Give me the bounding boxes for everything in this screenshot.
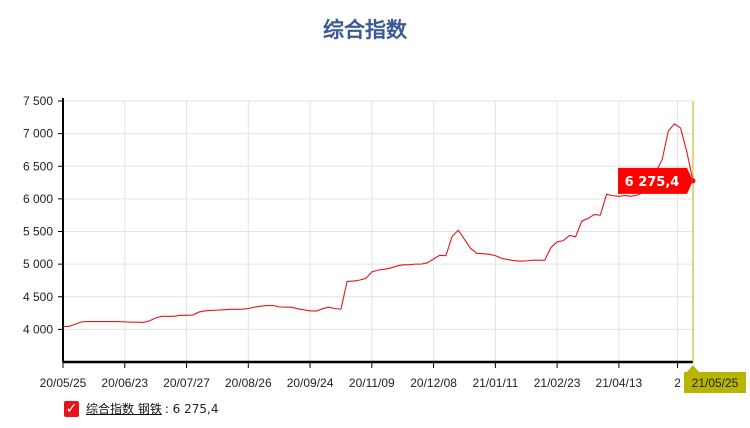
x-tick-label: 21/01/11 xyxy=(472,376,518,390)
y-tick-label: 4 500 xyxy=(23,290,53,304)
x-cursor-label: 21/05/25 xyxy=(692,376,739,390)
legend-checkbox-checked-icon[interactable]: ✓ xyxy=(64,400,79,417)
x-cursor-pointer xyxy=(687,365,699,372)
legend-value: : 6 275,4 xyxy=(164,401,219,416)
data-point-marker xyxy=(690,178,696,184)
x-tick-label: 20/09/24 xyxy=(287,376,334,390)
x-cursor-label-bg xyxy=(684,372,746,393)
y-tick-label: 7 000 xyxy=(23,127,53,141)
legend-series-link[interactable]: 综合指数 钢铁 xyxy=(86,402,162,416)
x-tick-label: 21/04/13 xyxy=(596,376,643,390)
x-tick-label: 20/06/23 xyxy=(101,376,148,390)
series-line xyxy=(63,123,694,327)
y-tick-label: 7 500 xyxy=(23,94,53,108)
y-tick-label: 6 000 xyxy=(23,192,53,206)
x-tick-label: 21/02/23 xyxy=(534,376,581,390)
x-tick-label: 20/12/08 xyxy=(410,376,457,390)
y-tick-label: 5 500 xyxy=(23,225,53,239)
y-tick-label: 5 000 xyxy=(23,257,53,271)
x-tick-label: 20/11/09 xyxy=(349,376,395,390)
tooltip-box xyxy=(618,167,693,194)
legend: ✓ 综合指数 钢铁 : 6 275,4 xyxy=(64,400,219,417)
tooltip-value: 6 275,4 xyxy=(625,175,680,190)
x-tick-label: 2 xyxy=(674,376,681,390)
y-tick-label: 6 500 xyxy=(23,159,53,173)
chart-title: 综合指数 xyxy=(323,17,407,42)
x-tick-label: 20/08/26 xyxy=(225,376,272,390)
x-tick-label: 20/05/25 xyxy=(40,376,87,390)
x-tick-label: 20/07/27 xyxy=(163,376,210,390)
y-tick-label: 4 000 xyxy=(23,322,53,336)
